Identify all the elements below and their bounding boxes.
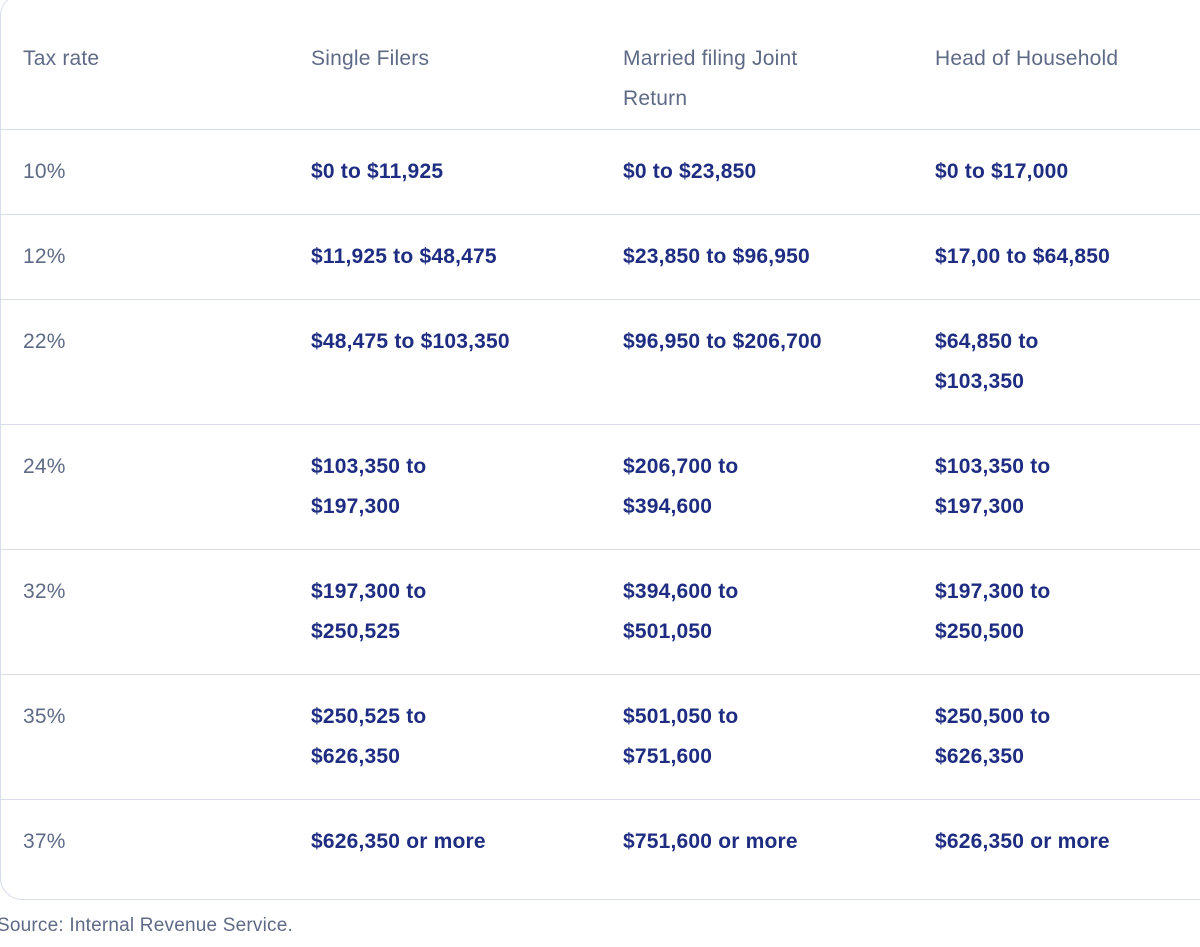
table-row: 10% $0 to $11,925 $0 to $23,850 $0 to $1… — [1, 129, 1200, 214]
column-header-head-of-household: Head of Household — [935, 47, 1119, 70]
head-of-household-cell: $103,350 to $197,300 — [935, 455, 1051, 518]
married-joint-cell: $751,600 or more — [623, 830, 798, 853]
head-of-household-cell: $197,300 to $250,500 — [935, 580, 1051, 643]
column-header-married-joint: Married filing Joint Return — [623, 47, 798, 110]
single-filers-cell: $250,525 to $626,350 — [311, 705, 427, 768]
tax-rate-cell: 35% — [23, 705, 66, 728]
head-of-household-cell: $0 to $17,000 — [935, 160, 1069, 183]
married-joint-cell: $206,700 to $394,600 — [623, 455, 739, 518]
head-of-household-cell: $17,00 to $64,850 — [935, 245, 1111, 268]
source-attribution: Source: Internal Revenue Service. — [0, 915, 293, 936]
married-joint-cell: $501,050 to $751,600 — [623, 705, 739, 768]
head-of-household-cell: $250,500 to $626,350 — [935, 705, 1051, 768]
table-row: 35% $250,525 to $626,350 $501,050 to $75… — [1, 674, 1200, 799]
tax-rate-cell: 32% — [23, 580, 66, 603]
single-filers-cell: $626,350 or more — [311, 830, 486, 853]
tax-rate-cell: 22% — [23, 330, 66, 353]
table-header-row: Tax rate Single Filers Married filing Jo… — [1, 0, 1200, 129]
single-filers-cell: $11,925 to $48,475 — [311, 245, 497, 268]
married-joint-cell: $394,600 to $501,050 — [623, 580, 739, 643]
tax-rate-cell: 24% — [23, 455, 66, 478]
table-row: 32% $197,300 to $250,525 $394,600 to $50… — [1, 549, 1200, 674]
column-header-tax-rate: Tax rate — [23, 47, 100, 70]
single-filers-cell: $48,475 to $103,350 — [311, 330, 510, 353]
column-header-single-filers: Single Filers — [311, 47, 430, 70]
married-joint-cell: $0 to $23,850 — [623, 160, 757, 183]
tax-rate-cell: 37% — [23, 830, 66, 853]
head-of-household-cell: $626,350 or more — [935, 830, 1110, 853]
married-joint-cell: $23,850 to $96,950 — [623, 245, 810, 268]
table-row: 12% $11,925 to $48,475 $23,850 to $96,95… — [1, 214, 1200, 299]
tax-rate-cell: 10% — [23, 160, 66, 183]
single-filers-cell: $197,300 to $250,525 — [311, 580, 427, 643]
table-row: 24% $103,350 to $197,300 $206,700 to $39… — [1, 424, 1200, 549]
single-filers-cell: $0 to $11,925 — [311, 160, 444, 183]
tax-rate-cell: 12% — [23, 245, 66, 268]
married-joint-cell: $96,950 to $206,700 — [623, 330, 822, 353]
head-of-household-cell: $64,850 to $103,350 — [935, 330, 1039, 393]
table-row: 37% $626,350 or more $751,600 or more $6… — [1, 799, 1200, 899]
tax-brackets-card: Tax rate Single Filers Married filing Jo… — [0, 0, 1200, 900]
single-filers-cell: $103,350 to $197,300 — [311, 455, 427, 518]
table-row: 22% $48,475 to $103,350 $96,950 to $206,… — [1, 299, 1200, 424]
